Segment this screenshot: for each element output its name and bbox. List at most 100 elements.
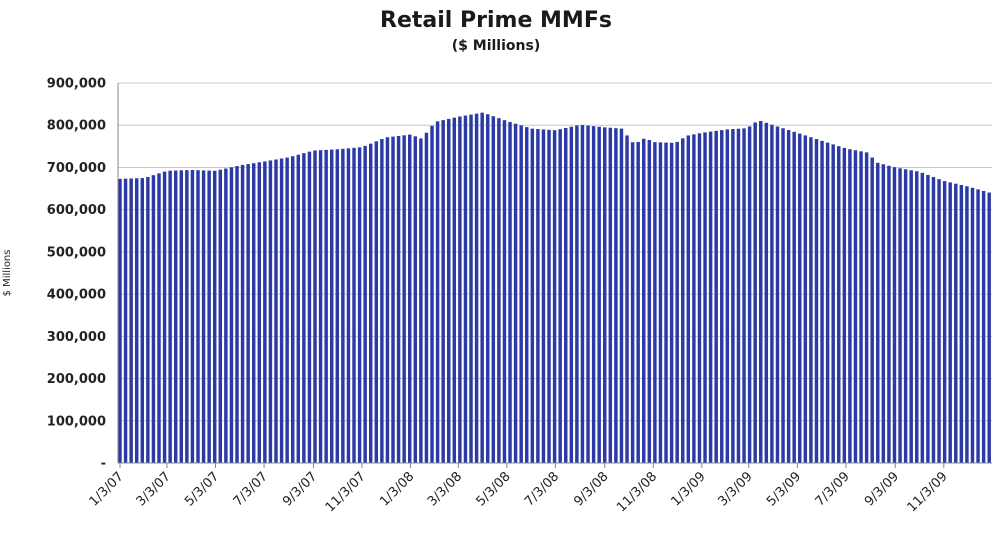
y-tick-label: 100,000 — [47, 414, 106, 429]
bar — [725, 129, 730, 463]
bar — [374, 141, 379, 463]
bar — [201, 170, 206, 463]
bar — [948, 182, 952, 464]
bar — [413, 136, 418, 463]
bar — [792, 131, 796, 463]
bar — [898, 168, 902, 464]
x-tick-label: 11/3/08 — [614, 469, 660, 515]
bar — [196, 170, 200, 463]
bar — [285, 157, 289, 463]
bar — [134, 178, 139, 463]
x-tick-label: 11/3/07 — [323, 469, 369, 515]
bar — [909, 170, 913, 463]
bar — [603, 127, 607, 463]
bar — [324, 149, 328, 463]
bar — [803, 135, 808, 463]
bar — [742, 128, 746, 463]
bar — [162, 171, 167, 463]
bar — [926, 174, 930, 463]
bar — [954, 183, 958, 463]
bar — [775, 126, 780, 464]
x-tick-label: 9/3/09 — [862, 469, 902, 509]
bar — [352, 147, 356, 464]
bar — [614, 128, 618, 463]
y-tick-label: 600,000 — [47, 203, 106, 218]
bar — [842, 147, 847, 463]
bar — [151, 175, 156, 463]
bar — [179, 170, 184, 463]
x-tick-label: 1/3/09 — [668, 469, 708, 509]
bar — [268, 160, 273, 463]
bar — [630, 142, 635, 463]
x-tick-label: 5/3/08 — [473, 469, 513, 509]
bar — [647, 140, 652, 463]
bar — [463, 115, 468, 464]
bar — [708, 131, 713, 463]
bar — [279, 158, 284, 464]
bar — [664, 142, 668, 463]
bar — [753, 122, 757, 463]
bar — [235, 166, 239, 464]
bar — [207, 170, 211, 463]
bar — [380, 139, 384, 463]
y-axis-label: $ Millions — [2, 250, 13, 297]
bar — [419, 138, 423, 463]
bar — [157, 173, 161, 463]
bar — [447, 118, 451, 464]
bar — [820, 140, 824, 463]
bar — [697, 133, 702, 464]
bar — [357, 147, 362, 463]
bar — [759, 120, 763, 464]
bar — [385, 137, 390, 463]
bar — [408, 134, 412, 464]
bar — [798, 133, 802, 463]
bar — [118, 178, 122, 463]
bar — [580, 125, 585, 464]
bar — [903, 169, 908, 463]
bar — [837, 146, 841, 463]
y-tick-label: 500,000 — [47, 245, 106, 260]
bar — [452, 117, 457, 464]
bar — [508, 121, 512, 463]
bar-series — [118, 112, 991, 464]
bar — [597, 126, 601, 463]
bar — [369, 143, 373, 463]
bar — [786, 130, 791, 464]
x-tick-label: 1/3/08 — [377, 469, 417, 509]
bar — [441, 120, 445, 463]
bar — [959, 184, 964, 464]
y-tick-label: - — [101, 457, 106, 472]
x-tick-label: 3/3/07 — [134, 469, 174, 509]
x-tick-label: 5/3/07 — [182, 469, 222, 509]
x-tick-label: 7/3/09 — [813, 469, 853, 509]
y-tick-label: 900,000 — [47, 77, 106, 92]
bar — [642, 138, 646, 464]
bar — [703, 132, 707, 463]
chart-subtitle: ($ Millions) — [451, 38, 541, 54]
bar — [569, 126, 574, 463]
y-tick-label: 200,000 — [47, 372, 106, 387]
bar — [474, 113, 479, 464]
bar — [486, 114, 490, 464]
bar — [859, 151, 863, 463]
bar — [814, 139, 819, 463]
bar — [541, 129, 546, 463]
bar — [513, 123, 518, 463]
bar — [970, 187, 975, 464]
x-tick-labels: 1/3/07 3/3/07 5/3/07 7/3/07 9/3/07 11/3/07 1/3… — [87, 469, 951, 515]
bar — [212, 170, 217, 464]
bar — [469, 114, 473, 463]
bar — [519, 125, 523, 463]
bar — [363, 145, 367, 463]
bar — [291, 156, 295, 463]
bar — [257, 162, 262, 464]
bar — [591, 126, 596, 463]
bar — [669, 142, 674, 464]
axes — [117, 83, 992, 468]
bar — [831, 144, 835, 463]
bar — [430, 125, 434, 463]
bar — [920, 172, 925, 463]
bar — [536, 129, 540, 464]
bar — [335, 149, 340, 464]
